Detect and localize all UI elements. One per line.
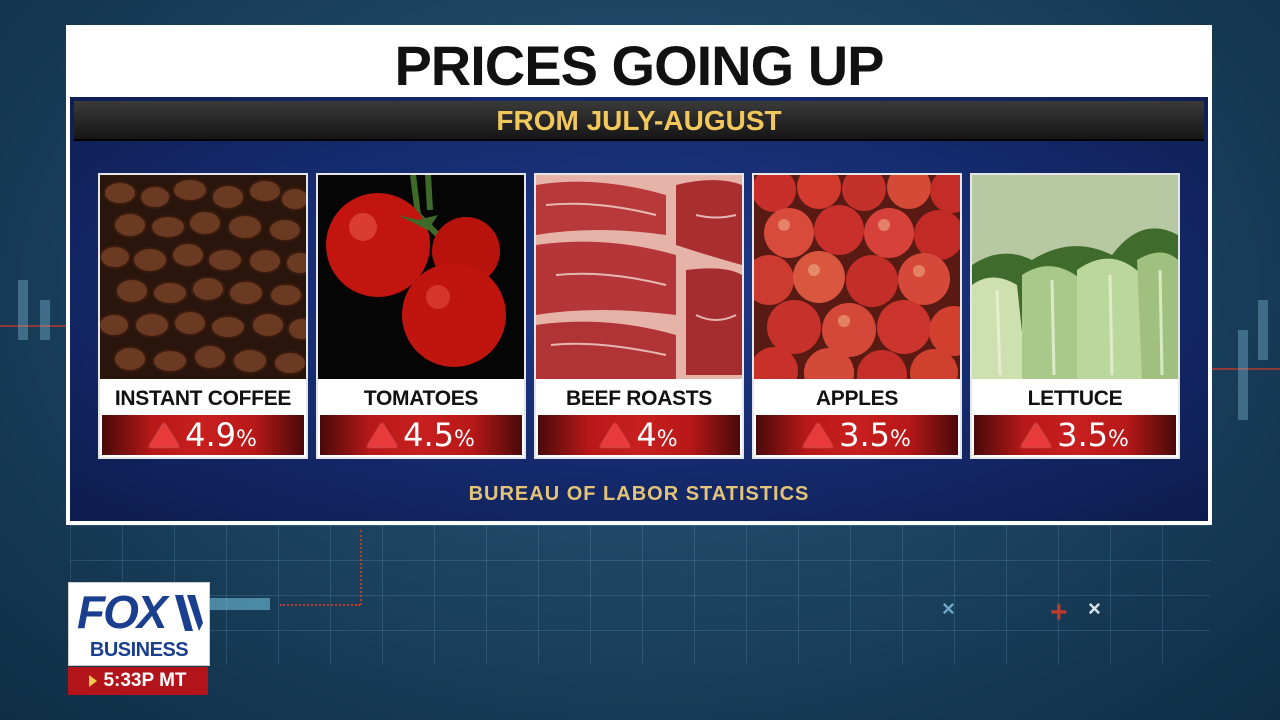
increase-badge: 3.5 %: [756, 415, 958, 455]
increase-badge: 4.9 %: [102, 415, 304, 455]
percent-sign: %: [889, 426, 911, 452]
item-label: INSTANT COFFEE: [100, 379, 306, 415]
item-label: APPLES: [754, 379, 960, 415]
up-arrow-icon: [1021, 423, 1052, 447]
percent-sign: %: [235, 426, 257, 452]
up-arrow-icon: [803, 423, 834, 447]
logo-stripes-icon: [175, 595, 203, 631]
item-label: BEEF ROASTS: [536, 379, 742, 415]
play-arrow-icon: [89, 675, 98, 687]
background-candle: [1258, 300, 1268, 360]
up-arrow-icon: [149, 423, 180, 447]
subtitle: FROM JULY-AUGUST: [496, 105, 782, 136]
background-trend-line: [1212, 368, 1280, 370]
up-arrow-icon: [367, 423, 398, 447]
price-card: TOMATOES 4.5 %: [316, 173, 526, 459]
increase-badge: 4 %: [538, 415, 740, 455]
price-cards: INSTANT COFFEE 4.9 %: [98, 173, 1182, 459]
fox-business-logo: FOX BUSINESS: [68, 582, 210, 666]
background-x-mark: ×: [1088, 596, 1101, 621]
clock-time: 5:33P MT: [103, 670, 187, 691]
background-plus-mark: +: [1050, 596, 1068, 629]
increase-value: 4.9: [185, 416, 236, 454]
item-label: LETTUCE: [972, 379, 1178, 415]
background-candle: [1238, 330, 1248, 420]
lettuce-photo: [972, 175, 1178, 379]
graphic-inner: FROM JULY-AUGUST: [70, 97, 1208, 521]
coffee-beans-photo: [100, 175, 306, 379]
background-grid: [70, 525, 1210, 665]
price-card: APPLES 3.5 %: [752, 173, 962, 459]
percent-sign: %: [1107, 426, 1129, 452]
time-bug: 5:33P MT: [68, 667, 208, 695]
logo-brand-text: FOX: [77, 586, 168, 638]
background-dotted-line: [360, 530, 362, 605]
background-candle: [18, 280, 28, 340]
background-trend-line: [0, 325, 70, 327]
logo-sub-text: BUSINESS: [89, 639, 189, 661]
price-card: LETTUCE 3.5 %: [970, 173, 1180, 459]
increase-value: 4: [636, 416, 657, 454]
beef-roasts-photo: [536, 175, 742, 379]
background-candle: [40, 300, 50, 340]
increase-value: 3.5: [1057, 416, 1108, 454]
percent-sign: %: [453, 426, 475, 452]
tomatoes-photo: [318, 175, 524, 379]
price-card: BEEF ROASTS 4 %: [534, 173, 744, 459]
increase-badge: 3.5 %: [974, 415, 1176, 455]
percent-sign: %: [656, 426, 678, 452]
background-bar: [205, 598, 270, 610]
background-dotted-line: [280, 604, 360, 606]
increase-badge: 4.5 %: [320, 415, 522, 455]
main-title: PRICES GOING UP: [394, 34, 884, 97]
subtitle-bar: FROM JULY-AUGUST: [74, 101, 1204, 141]
apples-photo: [754, 175, 960, 379]
item-label: TOMATOES: [318, 379, 524, 415]
source-credit: BUREAU OF LABOR STATISTICS: [468, 483, 810, 505]
up-arrow-icon: [600, 423, 631, 447]
price-card: INSTANT COFFEE 4.9 %: [98, 173, 308, 459]
background-x-mark: ×: [942, 596, 955, 621]
increase-value: 4.5: [403, 416, 454, 454]
graphic-panel: PRICES GOING UP FROM JULY-AUGUST: [66, 25, 1212, 525]
increase-value: 3.5: [839, 416, 890, 454]
